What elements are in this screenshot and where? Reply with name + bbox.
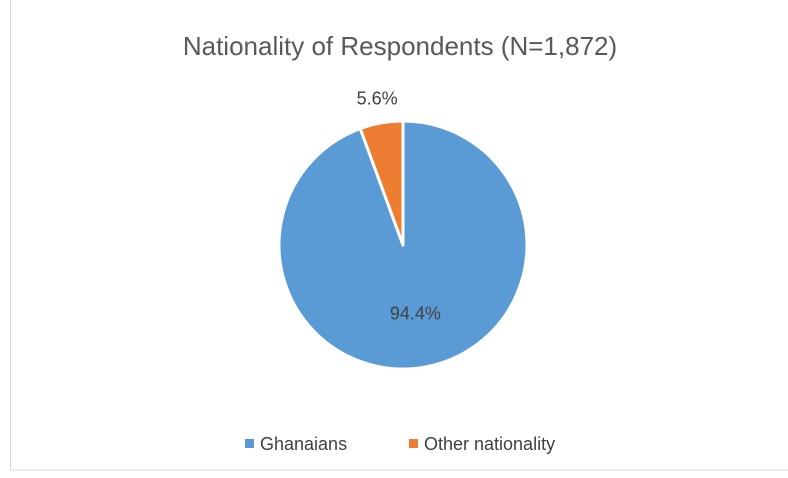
legend-swatch [245, 439, 254, 448]
chart-frame [10, 0, 788, 471]
legend-label: Ghanaians [260, 434, 347, 454]
data-label: 5.6% [357, 88, 398, 108]
legend-swatch [409, 439, 418, 448]
data-label: 94.4% [390, 303, 441, 323]
pie-slice [358, 119, 405, 247]
chart-title: Nationality of Respondents (N=1,872) [183, 31, 617, 61]
legend-label: Other nationality [424, 434, 555, 454]
